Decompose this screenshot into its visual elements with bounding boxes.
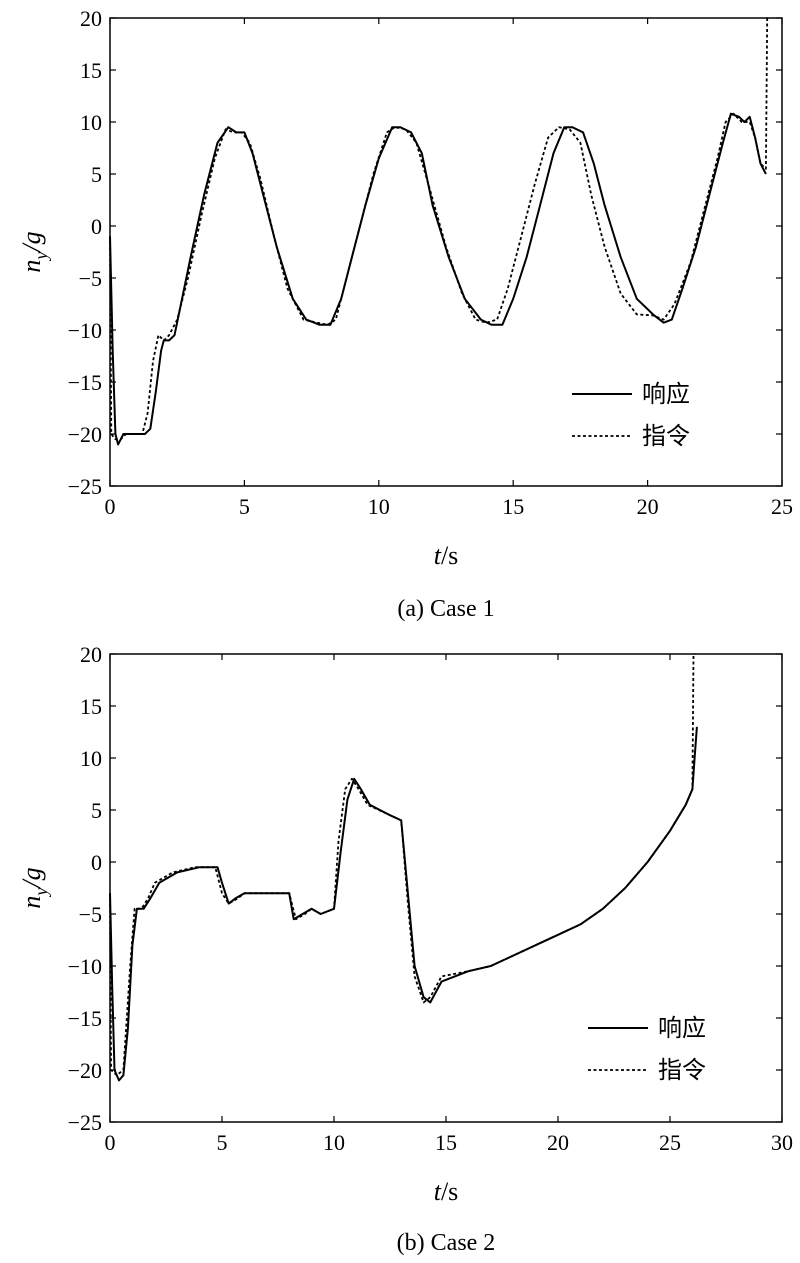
x-tick-label: 25	[659, 1130, 681, 1155]
y-axis-unit: /g	[17, 867, 46, 889]
x-axis-ticks: 0 5 10 15 20 25 30	[105, 654, 793, 1155]
series-line-command	[109, 653, 695, 1077]
y-tick-label: −20	[68, 422, 102, 447]
x-axis-label: t/s	[434, 541, 459, 570]
x-axis-label: t/s	[434, 1177, 459, 1206]
x-tick-label: 25	[771, 494, 793, 519]
y-axis-label: ny/g	[17, 867, 51, 908]
x-tick-label: 10	[323, 1130, 345, 1155]
x-tick-label: 10	[368, 494, 390, 519]
y-tick-label: −15	[68, 370, 102, 395]
y-tick-label: −25	[68, 1110, 102, 1135]
plot-frame	[109, 653, 783, 1123]
panel-case-2: 20 15 10 5 0 −5 −10 −15 −20 −25 0 5 10 15 20 25 30 响应 指…	[17, 642, 793, 1256]
y-axis-sub: y	[31, 252, 51, 262]
y-axis-ticks: 20 15 10 5 0 −5 −10 −15 −20 −25	[68, 6, 782, 499]
y-tick-label: −15	[68, 1006, 102, 1031]
y-axis-ticks: 20 15 10 5 0 −5 −10 −15 −20 −25	[68, 642, 782, 1135]
legend-label-response: 响应	[658, 1014, 706, 1042]
y-tick-label: 15	[80, 694, 102, 719]
legend: 响应 指令	[588, 1014, 706, 1084]
y-tick-label: −25	[68, 474, 102, 499]
x-axis-unit: /s	[441, 1177, 458, 1206]
caption: (a) Case 1	[397, 596, 494, 622]
x-axis-unit: /s	[441, 541, 458, 570]
y-tick-label: −20	[68, 1058, 102, 1083]
legend-label-command: 指令	[642, 422, 690, 450]
y-tick-label: −10	[68, 954, 102, 979]
y-tick-label: 10	[80, 746, 102, 771]
y-tick-label: 15	[80, 58, 102, 83]
x-axis-ticks: 0 5 10 15 20 25	[105, 18, 793, 519]
x-tick-label: 0	[105, 1130, 116, 1155]
x-tick-label: 20	[637, 494, 659, 519]
x-axis-var: t	[434, 541, 442, 570]
x-tick-label: 30	[771, 1130, 793, 1155]
y-tick-label: 0	[91, 214, 102, 239]
x-tick-label: 5	[239, 494, 250, 519]
x-tick-label: 15	[435, 1130, 457, 1155]
y-tick-label: 20	[80, 6, 102, 31]
y-tick-label: 0	[91, 850, 102, 875]
x-tick-label: 15	[502, 494, 524, 519]
y-tick-label: −5	[79, 902, 102, 927]
y-tick-label: 20	[80, 642, 102, 667]
plot-frame	[109, 17, 783, 487]
legend-label-command: 指令	[658, 1056, 706, 1084]
y-tick-label: 5	[91, 162, 102, 187]
series-group	[109, 17, 769, 446]
y-tick-label: 10	[80, 110, 102, 135]
legend: 响应 指令	[572, 380, 690, 450]
x-tick-label: 0	[105, 494, 116, 519]
series-group	[109, 653, 698, 1082]
y-axis-unit: /g	[17, 231, 46, 253]
x-axis-var: t	[434, 1177, 442, 1206]
caption: (b) Case 2	[397, 1230, 496, 1256]
series-line-command	[109, 17, 769, 441]
x-tick-label: 5	[217, 1130, 228, 1155]
y-axis-var: n	[17, 260, 46, 273]
y-axis-label: ny/g	[17, 231, 51, 272]
y-tick-label: −5	[79, 266, 102, 291]
y-axis-var: n	[17, 896, 46, 909]
x-tick-label: 20	[547, 1130, 569, 1155]
y-axis-sub: y	[31, 888, 51, 898]
y-tick-label: 5	[91, 798, 102, 823]
series-line-response	[109, 112, 767, 446]
legend-label-response: 响应	[642, 380, 690, 408]
y-tick-label: −10	[68, 318, 102, 343]
